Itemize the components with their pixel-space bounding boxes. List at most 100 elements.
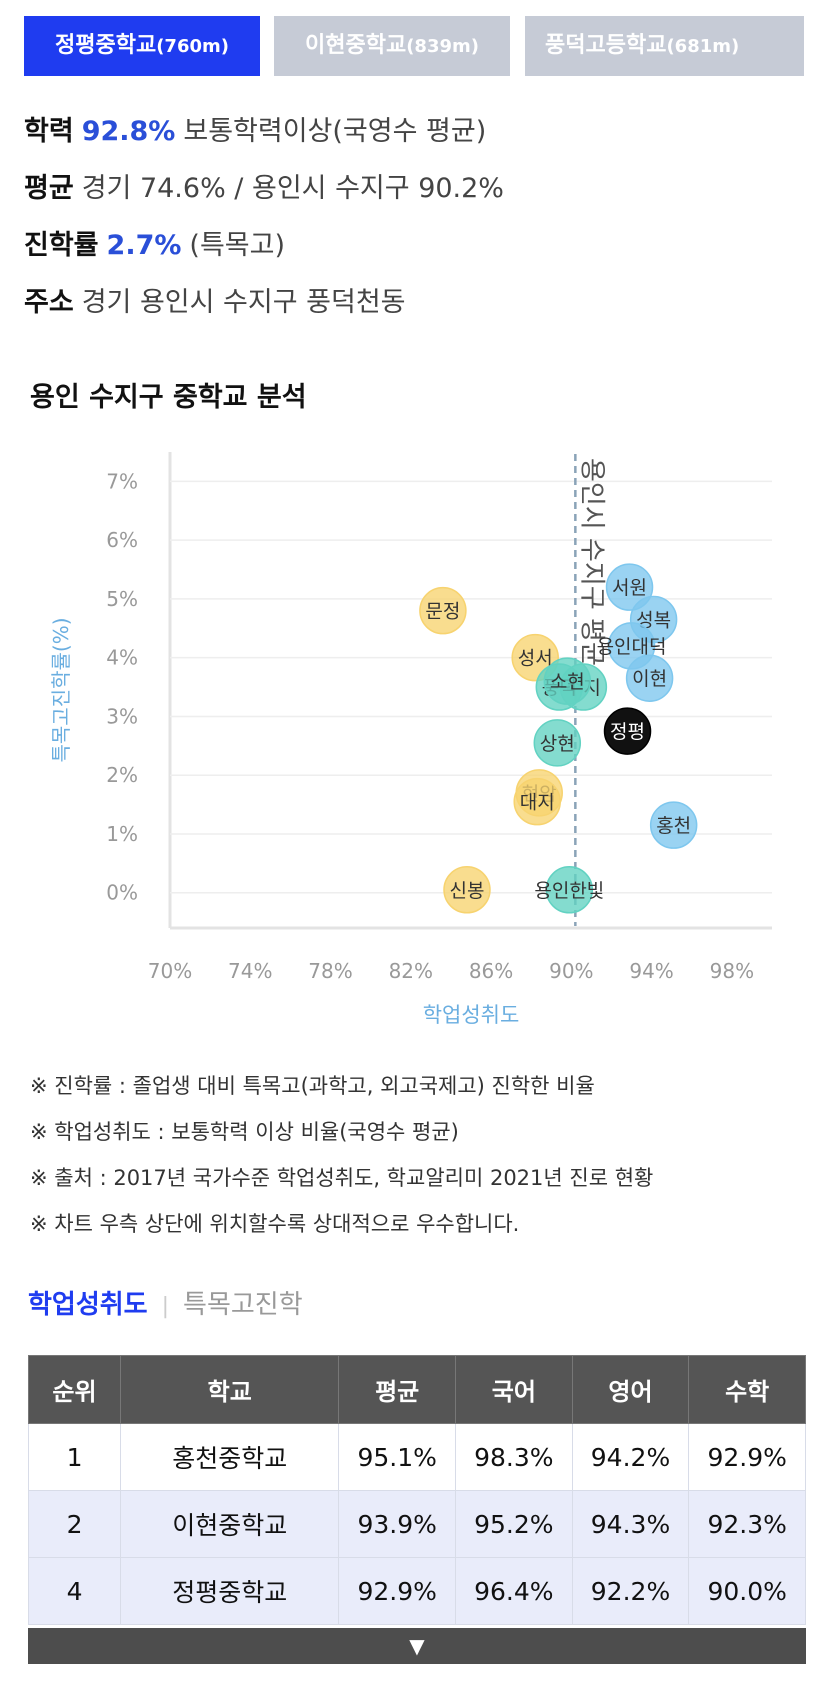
y-tick-label: 4% — [106, 646, 138, 670]
scatter-point-label: 서원 — [612, 577, 647, 599]
subtab-special-high[interactable]: 특목고진학 — [183, 1290, 303, 1320]
cell-school: 정평중학교 — [120, 1557, 340, 1625]
chart-notes: ※ 진학률 : 졸업생 대비 특목고(과학고, 외고국제고) 진학한 비율 ※ … — [30, 1070, 810, 1254]
scatter-point-label: 용인대덕 — [597, 636, 667, 658]
cell-school: 이현중학교 — [120, 1490, 340, 1558]
scatter-point: 문정 — [419, 586, 467, 635]
tab-distance: (681m) — [666, 36, 740, 57]
scatter-point: 소현 — [543, 657, 592, 705]
tab-school-name: 이현중학교 — [305, 33, 407, 58]
note-line: ※ 차트 우측 상단에 위치할수록 상대적으로 우수합니다. — [30, 1212, 520, 1236]
y-tick-label: 1% — [106, 822, 138, 846]
chevron-down-icon: ▼ — [409, 1634, 425, 1658]
scatter-point: 대지 — [513, 777, 561, 826]
tab-distance: (839m) — [406, 36, 479, 57]
cell-math: 90.0% — [688, 1557, 806, 1625]
y-tick-label: 0% — [106, 881, 138, 905]
y-axis-label: 특목고진학률(%) — [49, 617, 73, 762]
average-value: 경기 74.6% / 용인시 수지구 90.2% — [81, 173, 504, 204]
scatter-point-label: 상현 — [540, 733, 575, 755]
cell-english: 92.2% — [571, 1557, 690, 1625]
info-key: 주소 — [24, 287, 74, 318]
tab-school-name: 풍덕고등학교 — [545, 33, 667, 58]
x-tick-label: 82% — [389, 959, 433, 983]
table-header-row: 순위 학교 평균 국어 영어 수학 — [27, 1355, 806, 1424]
tab-distance: (760m) — [156, 36, 229, 57]
cell-rank: 2 — [27, 1490, 122, 1558]
table-row[interactable]: 2 이현중학교 93.9% 95.2% 94.3% 92.3% — [27, 1490, 806, 1558]
x-tick-label: 78% — [308, 959, 352, 983]
ranking-subtabs: 학업성취도 | 특목고진학 — [28, 1284, 303, 1321]
scatter-point-marker — [605, 563, 654, 611]
y-tick-label: 7% — [106, 469, 138, 493]
cell-rank: 1 — [27, 1423, 122, 1491]
advance-desc: (특목고) — [189, 230, 286, 261]
info-academic: 학력 92.8% 보통학력이상(국영수 평균) — [24, 112, 804, 169]
header-average: 평균 — [338, 1355, 457, 1424]
address-value: 경기 용인시 수지구 풍덕천동 — [81, 287, 406, 318]
cell-average: 93.9% — [338, 1490, 457, 1558]
cell-math: 92.9% — [688, 1423, 806, 1491]
header-rank: 순위 — [27, 1355, 122, 1424]
cell-english: 94.2% — [571, 1423, 690, 1491]
info-key: 평균 — [24, 173, 74, 204]
info-average: 평균 경기 74.6% / 용인시 수지구 90.2% — [24, 169, 804, 226]
y-tick-label: 2% — [106, 763, 138, 787]
cell-average: 92.9% — [338, 1557, 457, 1625]
cell-korean: 95.2% — [455, 1490, 573, 1558]
x-tick-label: 74% — [228, 959, 272, 983]
x-tick-label: 94% — [629, 959, 673, 983]
scatter-point: 홍천 — [649, 801, 698, 849]
reference-line-label: 용인시 수지구 평균 — [576, 458, 606, 666]
scatter-point-marker — [603, 707, 652, 755]
scatter-point-label: 소현 — [550, 671, 585, 693]
cell-korean: 98.3% — [455, 1423, 573, 1491]
tab-ihyeon[interactable]: 이현중학교(839m) — [274, 16, 510, 76]
cell-korean: 96.4% — [455, 1557, 573, 1625]
y-tick-label: 3% — [106, 704, 138, 728]
scatter-point-marker — [513, 777, 561, 826]
cell-school: 홍천중학교 — [120, 1423, 340, 1491]
tab-jeongpyeong[interactable]: 정평중학교(760m) — [24, 16, 260, 76]
scatter-point-label: 성복 — [636, 609, 671, 631]
scatter-point-marker — [649, 801, 698, 849]
info-key: 학력 — [24, 116, 74, 147]
ranking-table: 순위 학교 평균 국어 영어 수학 1 홍천중학교 95.1% 98.3% 94… — [27, 1355, 806, 1625]
school-tabs: 정평중학교(760m) 이현중학교(839m) 풍덕고등학교(681m) — [24, 16, 804, 76]
y-tick-label: 6% — [106, 528, 138, 552]
cell-rank: 4 — [27, 1557, 122, 1625]
scatter-point-label: 성서 — [518, 648, 553, 670]
section-title: 용인 수지구 중학교 분석 — [30, 382, 307, 413]
header-math: 수학 — [688, 1355, 806, 1424]
tab-pungdeok[interactable]: 풍덕고등학교(681m) — [525, 16, 804, 76]
note-line: ※ 출처 : 2017년 국가수준 학업성취도, 학교알리미 2021년 진로 … — [30, 1166, 654, 1190]
subtab-academic[interactable]: 학업성취도 — [28, 1290, 148, 1320]
scatter-point: 상현 — [533, 719, 582, 767]
scatter-point: 신봉 — [443, 866, 491, 914]
advance-value: 2.7% — [106, 230, 182, 261]
x-tick-label: 70% — [148, 959, 192, 983]
scatter-point-label: 신봉 — [450, 880, 485, 902]
tab-school-name: 정평중학교 — [55, 33, 157, 58]
scatter-point-marker — [545, 866, 594, 914]
scatter-point-marker — [625, 654, 674, 702]
info-advance: 진학률 2.7% (특목고) — [24, 226, 804, 283]
scatter-point-label: 이현 — [632, 668, 667, 690]
cell-math: 92.3% — [688, 1490, 806, 1558]
academic-value: 92.8% — [81, 116, 176, 147]
scatter-point-label: 대지 — [520, 792, 555, 814]
expand-table-button[interactable]: ▼ — [28, 1628, 806, 1664]
cell-english: 94.3% — [571, 1490, 690, 1558]
table-row[interactable]: 1 홍천중학교 95.1% 98.3% 94.2% 92.9% — [27, 1423, 806, 1491]
x-axis-label: 학업성취도 — [423, 1003, 520, 1027]
table-row[interactable]: 4 정평중학교 92.9% 96.4% 92.2% 90.0% — [27, 1557, 806, 1625]
header-english: 영어 — [571, 1355, 690, 1424]
header-school: 학교 — [120, 1355, 340, 1424]
scatter-point-label: 문정 — [425, 601, 460, 623]
header-korean: 국어 — [455, 1355, 573, 1424]
scatter-point-marker — [543, 657, 592, 705]
scatter-chart: 용인시 수지구 평균 문정성서신봉현암대지상현용인한빛수지풍덕소현서원성복용인대… — [49, 452, 772, 1027]
y-tick-label: 5% — [106, 587, 138, 611]
info-address: 주소 경기 용인시 수지구 풍덕천동 — [24, 283, 804, 340]
scatter-point-marker — [443, 866, 491, 914]
